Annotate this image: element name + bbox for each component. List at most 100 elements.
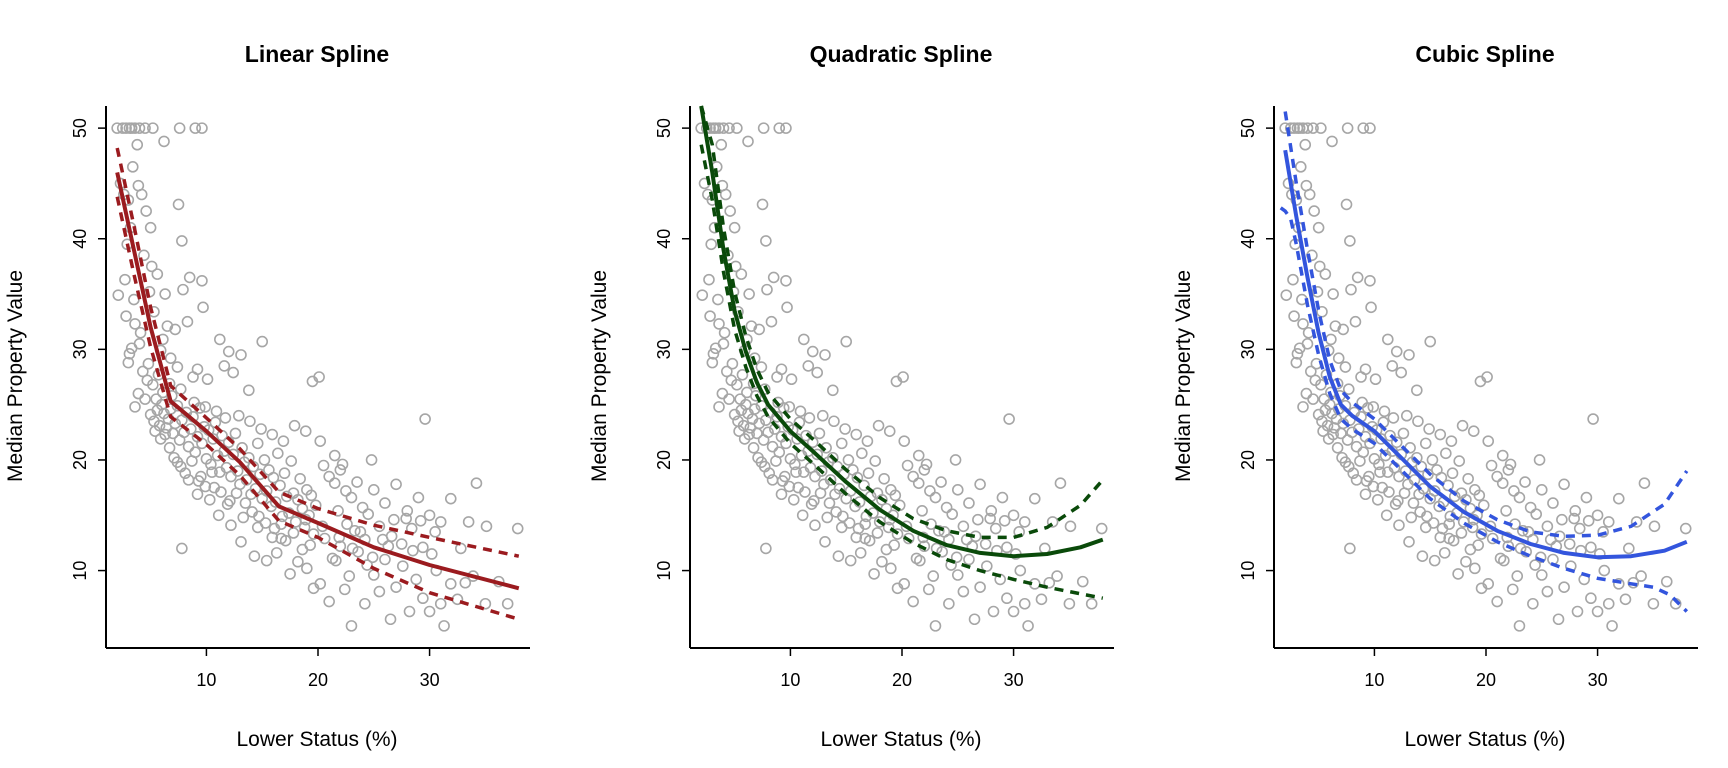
data-point [821,511,834,524]
data-point [1436,522,1449,535]
data-point [837,510,849,523]
data-point [434,597,447,610]
data-point [1481,371,1493,383]
data-point [305,489,318,502]
data-point [1340,198,1353,211]
data-point [444,578,457,590]
data-point [798,333,810,346]
data-point [802,360,815,372]
data-point [1367,401,1380,413]
data-point [762,426,774,439]
data-point [709,122,722,134]
data-point [922,583,935,596]
data-point [1415,460,1428,473]
data-point [1313,260,1326,273]
data-point [1485,459,1498,472]
data-point [1496,449,1509,462]
data-point [828,415,840,428]
data-point [1315,122,1327,134]
data-point [182,440,195,453]
data-point [989,522,1002,535]
data-point [1405,511,1418,524]
x-tick-label: 20 [1476,670,1496,690]
data-point [1569,505,1582,517]
data-point [294,472,306,485]
data-point [840,335,853,348]
data-point [455,542,467,555]
data-point [501,597,514,610]
data-point [135,188,148,201]
data-point [1085,597,1098,610]
data-point [824,474,837,486]
data-point [897,371,909,383]
data-point [974,581,986,593]
data-point [998,514,1011,527]
data-point [1491,470,1503,483]
data-point [927,570,940,582]
data-point [314,578,327,590]
data-point [920,458,933,471]
x-tick-label: 30 [1588,670,1608,690]
data-point [1580,491,1593,504]
data-point [1312,221,1325,234]
data-point [197,301,209,314]
data-point [809,519,821,532]
data-point [765,315,778,328]
data-point [773,122,786,134]
data-point [938,526,951,538]
data-point [1007,509,1020,522]
data-point [1291,347,1304,360]
data-point [996,491,1009,504]
spline-fit-line [1283,149,1688,560]
data-point [1339,361,1352,373]
data-point [1345,283,1357,296]
y-tick-label: 30 [654,339,674,359]
data-point [1660,575,1673,588]
data-point [1533,454,1546,466]
data-point [183,271,196,284]
data-point [844,554,857,567]
data-point [1591,509,1604,522]
data-point [889,489,902,502]
data-point [412,491,425,504]
data-point [224,495,236,507]
data-point [390,581,402,593]
data-point [743,428,755,441]
data-point [1541,520,1554,533]
data-point [133,122,146,134]
data-point [243,451,255,464]
data-point [1517,524,1529,537]
data-point [811,366,823,379]
data-point [1003,413,1015,425]
data-point [1440,447,1452,460]
data-point [511,522,524,535]
data-point [1563,538,1576,550]
data-point [775,488,788,501]
data-point [1460,555,1472,568]
data-point [287,527,300,539]
data-point [139,122,151,134]
data-point [815,465,828,477]
data-point [480,520,493,533]
data-point [796,509,809,522]
data-point [1452,568,1464,580]
data-point [950,551,963,564]
data-point [132,387,145,400]
data-point [390,478,402,491]
data-point [142,357,155,370]
data-point [1494,552,1507,565]
data-point [144,221,157,234]
data-point [910,552,923,565]
data-point [859,532,871,545]
data-point [1382,333,1394,346]
data-point [292,555,304,568]
data-point [232,409,245,422]
data-point [346,542,359,555]
data-point [1467,425,1480,438]
data-point [268,522,281,535]
data-point [980,560,993,572]
data-point [1602,597,1615,610]
lower-confidence-band [115,196,520,621]
data-point [351,476,363,488]
data-point [951,484,964,496]
